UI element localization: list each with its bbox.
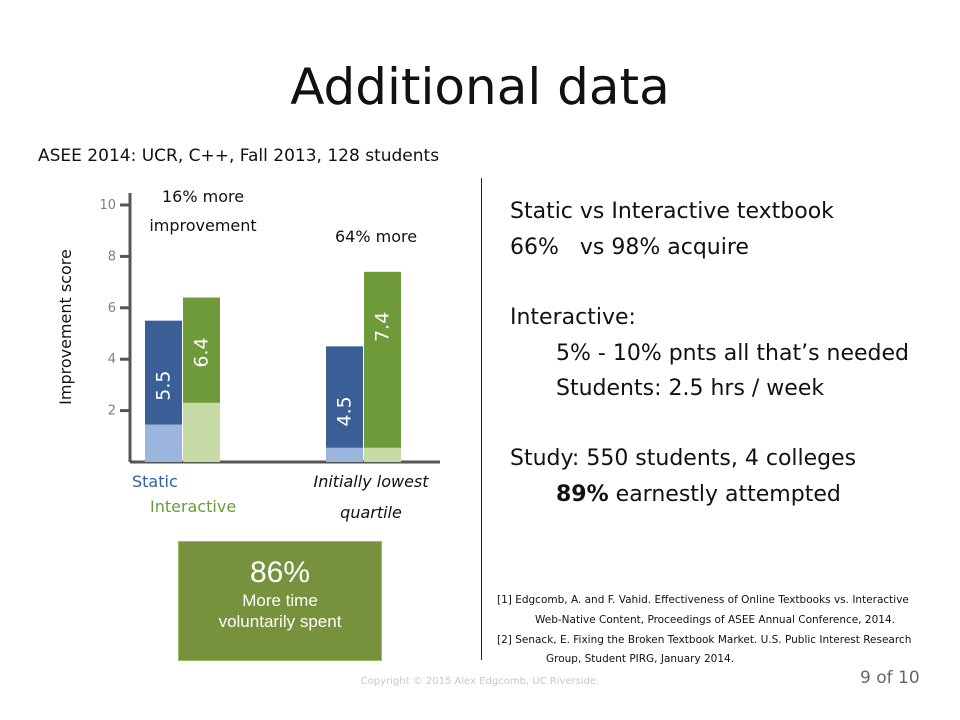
text-attempted-rest: earnestly attempted bbox=[608, 482, 841, 507]
text-hours-per-week: Students: 2.5 hrs / week bbox=[556, 376, 825, 401]
static-value-label-1: 4.5 bbox=[334, 396, 356, 426]
interactive-bar-0 bbox=[183, 297, 220, 403]
y-tick-label-2: 2 bbox=[108, 404, 116, 419]
legend-static: Static bbox=[132, 472, 178, 491]
y-tick-label-10: 10 bbox=[99, 198, 116, 213]
category-label-line-1: Initially lowest bbox=[313, 472, 429, 491]
y-tick-label-6: 6 bbox=[108, 301, 116, 316]
static-bar-0 bbox=[145, 320, 182, 425]
text-acquire: 66% vs 98% acquire bbox=[510, 235, 749, 260]
callout-box: 86% More time voluntarily spent bbox=[178, 541, 382, 661]
static-bar-light-0 bbox=[145, 424, 182, 462]
y-tick-label-8: 8 bbox=[108, 249, 116, 264]
annotation-64-more: 64% more bbox=[335, 227, 417, 246]
static-value-label-0: 5.5 bbox=[153, 371, 175, 401]
interactive-bar-light-0 bbox=[183, 402, 220, 462]
interactive-value-label-0: 6.4 bbox=[191, 337, 213, 367]
page-title: Additional data bbox=[290, 58, 670, 116]
static-bar-light-1 bbox=[326, 447, 363, 462]
interactive-bar-1 bbox=[364, 271, 401, 448]
text-static-vs-interactive: Static vs Interactive textbook bbox=[510, 199, 834, 224]
divider bbox=[481, 178, 482, 660]
text-89-percent: 89% bbox=[556, 482, 609, 507]
legend-interactive: Interactive bbox=[150, 497, 236, 516]
callout-line-2: voluntarily spent bbox=[218, 612, 342, 631]
reference-2-line-1: [2] Senack, E. Fixing the Broken Textboo… bbox=[497, 634, 912, 646]
annotation-improvement: improvement bbox=[149, 216, 256, 235]
copyright: Copyright © 2015 Alex Edgcomb, UC Rivers… bbox=[360, 676, 600, 687]
interactive-bar-light-1 bbox=[364, 447, 401, 462]
text-study: Study: 550 students, 4 colleges bbox=[510, 446, 857, 471]
subtitle: ASEE 2014: UCR, C++, Fall 2013, 128 stud… bbox=[38, 146, 440, 166]
reference-1-line-2: Web-Native Content, Proceedings of ASEE … bbox=[535, 614, 895, 626]
text-interactive-heading: Interactive: bbox=[510, 305, 636, 330]
bar-chart: 2 4 6 8 10 Improvement score 5.5 6.4 4.5 7.4 16% m… bbox=[56, 187, 440, 522]
y-axis-label: Improvement score bbox=[56, 249, 75, 405]
annotation-16-more: 16% more bbox=[162, 187, 244, 206]
text-points-needed: 5% - 10% pnts all that’s needed bbox=[556, 341, 910, 366]
reference-2-line-2: Group, Student PIRG, January 2014. bbox=[546, 653, 735, 665]
static-bar-1 bbox=[326, 346, 363, 448]
category-label-line-2: quartile bbox=[340, 503, 402, 522]
page-number: 9 of 10 bbox=[860, 668, 920, 688]
interactive-value-label-1: 7.4 bbox=[372, 312, 394, 342]
reference-1-line-1: [1] Edgcomb, A. and F. Vahid. Effectiven… bbox=[497, 594, 909, 606]
callout-percent: 86% bbox=[249, 556, 311, 589]
y-tick-label-4: 4 bbox=[108, 352, 116, 367]
text-earnestly-attempted: 89% earnestly attempted bbox=[556, 482, 841, 507]
callout-line-1: More time bbox=[242, 591, 318, 610]
